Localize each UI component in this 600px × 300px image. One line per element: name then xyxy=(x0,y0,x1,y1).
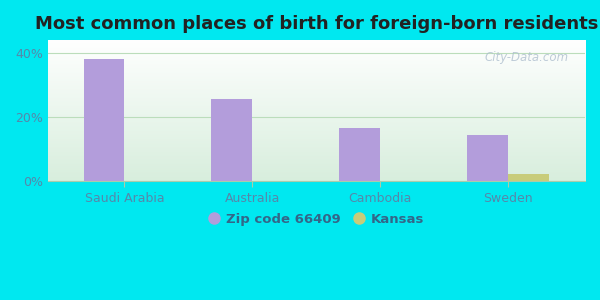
Legend: Zip code 66409, Kansas: Zip code 66409, Kansas xyxy=(203,207,430,231)
Bar xyxy=(211,99,253,181)
Bar xyxy=(340,128,380,181)
Text: City-Data.com: City-Data.com xyxy=(485,50,569,64)
Bar xyxy=(83,59,124,181)
Bar xyxy=(508,174,549,181)
Bar xyxy=(467,135,508,181)
Title: Most common places of birth for foreign-born residents: Most common places of birth for foreign-… xyxy=(35,15,598,33)
